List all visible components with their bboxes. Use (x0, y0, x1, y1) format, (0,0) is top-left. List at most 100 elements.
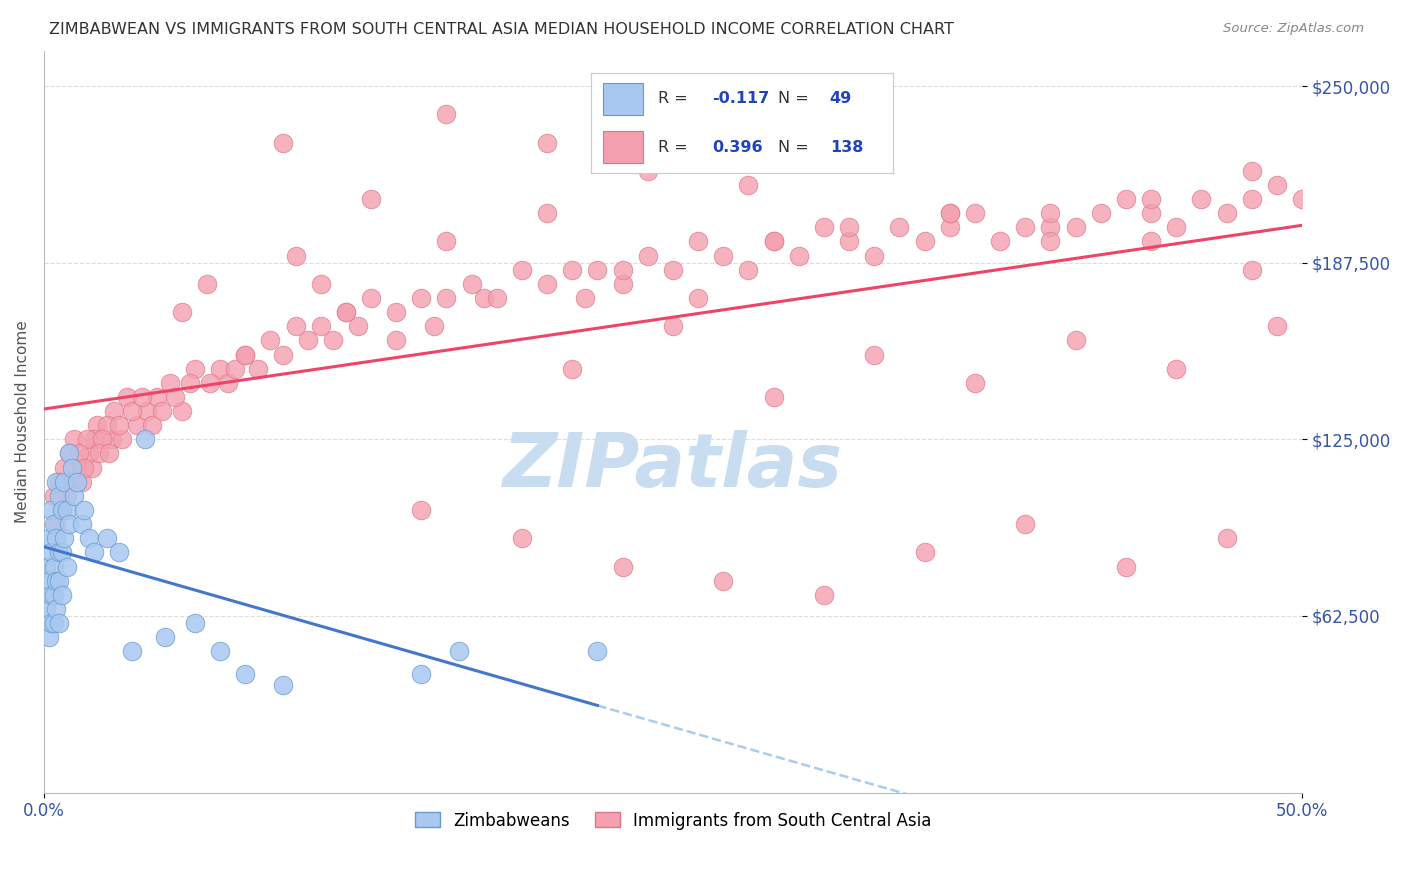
Point (1291, 192, 1313, 206)
Point (472, 291, 495, 305)
Point (42, 489, 65, 503)
Point (938, 206, 960, 220)
Point (662, 319, 685, 334)
Point (208, 361, 231, 376)
Point (108, 545, 131, 559)
Point (60, 460, 83, 475)
Point (41, 503, 63, 517)
Point (963, 206, 986, 220)
Text: ZIMBABWEAN VS IMMIGRANTS FROM SOUTH CENTRAL ASIA MEDIAN HOUSEHOLD INCOME CORRELA: ZIMBABWEAN VS IMMIGRANTS FROM SOUTH CENT… (49, 22, 955, 37)
Point (136, 404, 159, 418)
Point (1039, 220, 1062, 235)
Point (41, 615, 63, 630)
Point (53, 531, 76, 545)
Point (208, 644, 231, 658)
Point (48, 615, 70, 630)
Point (914, 235, 936, 249)
Point (914, 545, 936, 559)
Point (58, 517, 80, 532)
Point (60, 475, 83, 489)
Point (1014, 220, 1036, 235)
Point (51, 503, 73, 517)
Point (1064, 220, 1087, 235)
Point (1140, 235, 1163, 249)
Point (1064, 334, 1087, 348)
Point (360, 192, 382, 206)
Point (586, 644, 609, 658)
Point (436, 291, 458, 305)
Point (1240, 262, 1263, 277)
Point (42, 559, 65, 574)
Point (35, 602, 58, 616)
Point (787, 249, 810, 263)
Point (89, 446, 111, 460)
Point (141, 418, 163, 433)
Point (737, 262, 759, 277)
Point (423, 319, 446, 334)
Point (510, 262, 533, 277)
Point (42, 615, 65, 630)
Point (460, 277, 482, 291)
Point (58, 446, 80, 460)
Point (103, 404, 125, 418)
Point (284, 249, 307, 263)
Point (58, 446, 80, 460)
Point (612, 559, 634, 574)
Point (963, 376, 986, 390)
Point (45, 475, 67, 489)
Point (150, 404, 173, 418)
Point (101, 433, 124, 447)
Point (217, 376, 239, 390)
Point (271, 136, 294, 150)
Point (98, 446, 121, 460)
Point (70, 517, 93, 532)
Point (662, 262, 685, 277)
Point (1189, 192, 1212, 206)
Point (53, 475, 76, 489)
Point (96, 418, 118, 433)
Point (1014, 517, 1036, 532)
Point (233, 347, 256, 361)
Point (184, 615, 207, 630)
Point (55, 503, 77, 517)
Point (41, 588, 63, 602)
Point (63, 433, 86, 447)
Point (536, 277, 558, 291)
Point (55, 489, 77, 503)
Point (711, 249, 734, 263)
Point (574, 291, 596, 305)
Point (38, 574, 60, 588)
Y-axis label: Median Household Income: Median Household Income (15, 320, 30, 523)
Point (411, 667, 433, 681)
Point (179, 376, 201, 390)
Point (863, 249, 886, 263)
Point (224, 361, 246, 376)
Point (48, 475, 70, 489)
Point (762, 390, 785, 404)
Point (111, 433, 134, 447)
Point (51, 545, 73, 559)
Point (48, 545, 70, 559)
Point (309, 277, 332, 291)
Point (146, 390, 169, 404)
Point (38, 630, 60, 644)
Point (115, 390, 138, 404)
Point (688, 235, 710, 249)
Point (1240, 163, 1263, 178)
Point (35, 559, 58, 574)
Point (246, 361, 269, 376)
Point (198, 376, 221, 390)
Point (121, 404, 143, 418)
Point (259, 334, 281, 348)
Point (385, 334, 408, 348)
Point (1039, 235, 1062, 249)
Point (938, 220, 960, 235)
Point (153, 630, 176, 644)
Point (309, 319, 332, 334)
Point (55, 559, 77, 574)
Point (1215, 206, 1237, 220)
Point (1039, 206, 1062, 220)
Point (53, 460, 76, 475)
Point (1265, 319, 1288, 334)
Point (86, 418, 108, 433)
